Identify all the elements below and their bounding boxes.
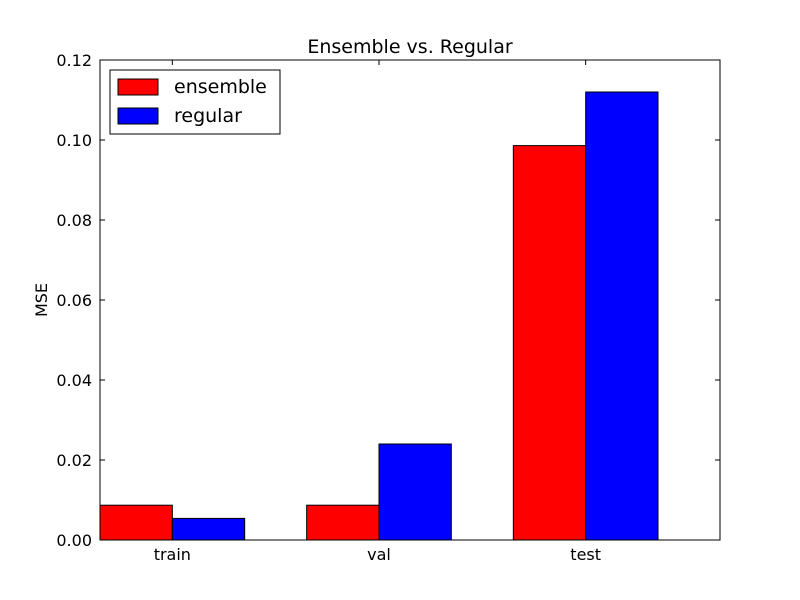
y-axis-label: MSE	[32, 283, 51, 317]
bar-ensemble-test	[512, 145, 587, 541]
x-tick-label: test	[570, 545, 601, 564]
legend-swatch-ensemble	[117, 78, 159, 96]
y-tick-label: 0.00	[56, 531, 92, 550]
bar-regular-test	[585, 91, 659, 541]
y-tick-label: 0.04	[56, 371, 92, 390]
y-tick-label: 0.12	[56, 51, 92, 70]
x-tick-label: train	[154, 545, 191, 564]
legend-label-regular: regular	[174, 105, 242, 127]
plot-frame	[99, 59, 721, 541]
legend-swatch-regular	[117, 107, 159, 125]
y-tick-label: 0.10	[56, 131, 92, 150]
y-tick-label: 0.06	[56, 291, 92, 310]
bars-group	[99, 91, 659, 541]
bar-ensemble-val	[306, 504, 380, 541]
legend: ensemble regular	[109, 69, 281, 135]
chart-title: Ensemble vs. Regular	[307, 36, 512, 58]
legend-label-ensemble: ensemble	[174, 76, 267, 98]
bar-regular-train	[171, 517, 246, 541]
y-tick-label: 0.08	[56, 211, 92, 230]
bar-regular-val	[378, 443, 452, 541]
y-tick-label: 0.02	[56, 451, 92, 470]
bar-ensemble-train	[99, 504, 173, 541]
x-tick-label: val	[367, 545, 391, 564]
